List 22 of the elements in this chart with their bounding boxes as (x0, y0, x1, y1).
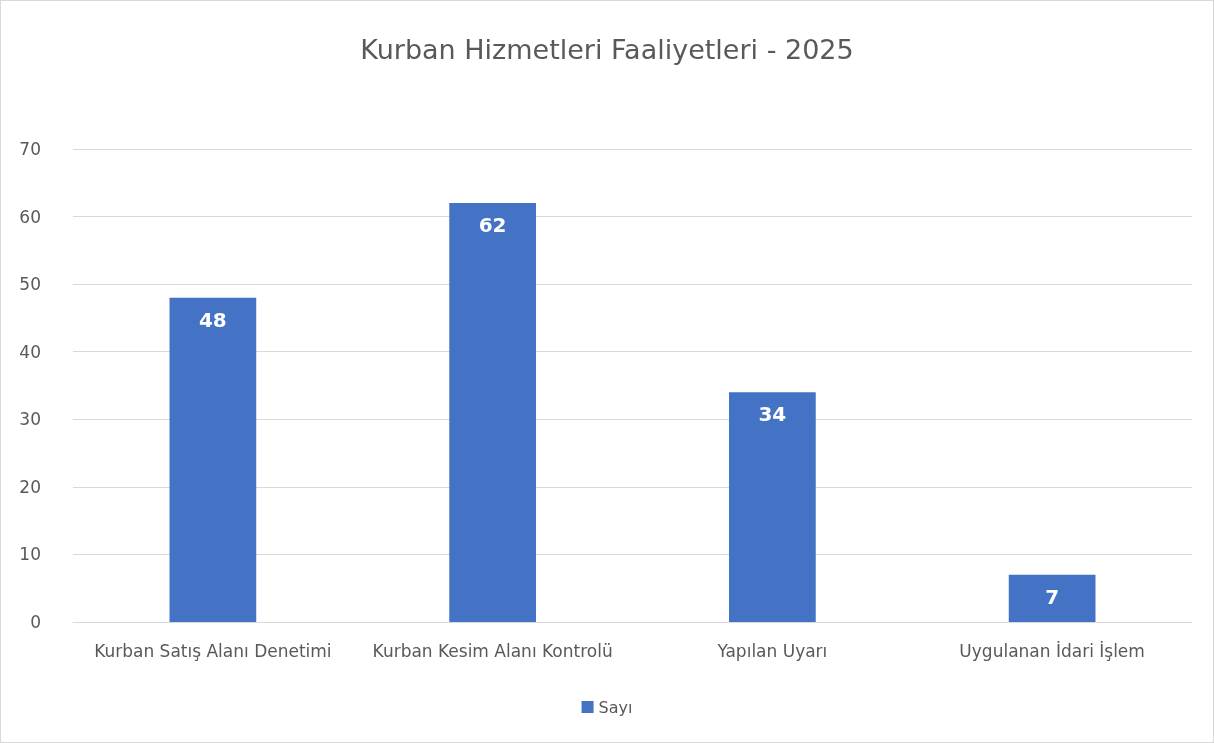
y-tick-label: 50 (19, 274, 41, 295)
x-tick-label: Yapılan Uyarı (716, 640, 828, 661)
x-tick-label: Uygulanan İdari İşlem (959, 640, 1145, 661)
y-tick-label: 10 (19, 544, 41, 565)
y-tick-label: 40 (19, 341, 41, 362)
y-tick-label: 30 (19, 409, 41, 430)
bar (169, 297, 257, 622)
x-tick-label: Kurban Satış Alanı Denetimi (94, 640, 332, 661)
x-tick-label: Kurban Kesim Alanı Kontrolü (372, 640, 613, 661)
data-label: 62 (478, 213, 507, 238)
bar (729, 392, 816, 622)
data-label: 34 (758, 402, 787, 427)
y-tick-label: 70 (19, 139, 41, 159)
bar (449, 203, 536, 622)
y-tick-label: 0 (30, 612, 41, 632)
legend-label: Sayı (598, 697, 633, 717)
data-label: 48 (198, 307, 227, 332)
chart-title: Kurban Hizmetleri Faaliyetleri - 2025 (360, 34, 854, 65)
bar (1008, 574, 1096, 622)
y-tick-label: 60 (19, 206, 41, 227)
y-tick-label: 20 (19, 476, 41, 497)
data-label: 7 (1045, 584, 1060, 609)
